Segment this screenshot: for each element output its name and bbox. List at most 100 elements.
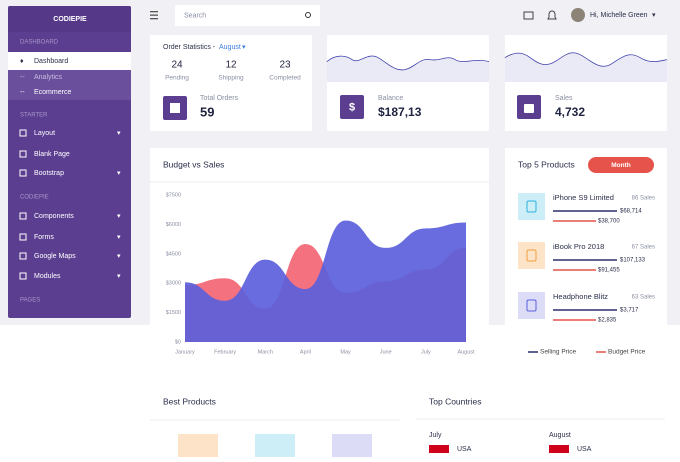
- x-tick-label: June: [380, 349, 392, 355]
- nav-icon: [19, 233, 27, 241]
- column-month: July: [429, 432, 442, 439]
- balance-icon: [340, 95, 364, 119]
- budget-value: $2,835: [598, 318, 617, 324]
- flag: [549, 445, 569, 453]
- product-thumb: [255, 434, 295, 462]
- x-tick-label: February: [214, 349, 236, 355]
- product-thumb: [332, 434, 372, 462]
- nav-icon: [19, 252, 27, 260]
- submenu: [8, 70, 131, 100]
- stat-value: 4,732: [555, 105, 585, 119]
- caret: ▾: [117, 213, 121, 220]
- product-sales: 86 Sales: [632, 196, 655, 202]
- search-icon[interactable]: [305, 12, 311, 18]
- nav-icon: [19, 212, 27, 220]
- bell-icon[interactable]: [547, 10, 557, 20]
- selling-value: $68,714: [620, 209, 642, 215]
- product-glyph: [526, 249, 537, 262]
- nav-active[interactable]: [8, 52, 131, 70]
- country: USA: [457, 446, 472, 453]
- month-button[interactable]: [588, 157, 654, 173]
- button-label[interactable]: Month: [611, 162, 631, 169]
- x-tick-label: May: [340, 349, 351, 355]
- nav-item[interactable]: Blank Page: [34, 151, 70, 158]
- x-tick-label: March: [258, 349, 273, 355]
- icon-glyph: [524, 104, 534, 113]
- x-tick-label: January: [175, 349, 195, 355]
- product-name: iPhone S9 Limited: [553, 193, 614, 202]
- section-label: STARTER: [20, 113, 48, 119]
- product-sales: 67 Sales: [632, 245, 655, 251]
- icon-glyph: [170, 103, 180, 113]
- y-tick-label: $6000: [166, 222, 181, 228]
- selling-value: $3,717: [620, 308, 639, 314]
- nav-item[interactable]: Components: [34, 213, 74, 220]
- caret: ▾: [117, 234, 121, 241]
- nav-icon: [19, 169, 27, 177]
- caret: ▾: [117, 170, 121, 177]
- submenu-dash: --: [20, 89, 25, 96]
- card-title: Order Statistics -: [163, 44, 216, 51]
- caret: ▾: [117, 130, 121, 137]
- nav-item[interactable]: Dashboard: [34, 58, 68, 65]
- product-thumb: [178, 434, 218, 462]
- nav-icon: [19, 272, 27, 280]
- budget-value: $38,700: [598, 219, 620, 225]
- product-glyph: [526, 200, 537, 213]
- sidebar-header: [8, 6, 131, 32]
- area-series: [185, 220, 466, 342]
- selling-value: $107,133: [620, 258, 646, 264]
- legend-label: Selling Price: [540, 349, 577, 356]
- section-label: CODIEPIE: [20, 195, 49, 201]
- user-name[interactable]: Hi, Michelle Green: [590, 12, 648, 19]
- stat-number: 23: [279, 60, 291, 71]
- nav-item[interactable]: Google Maps: [34, 253, 76, 260]
- caret: ▾: [117, 273, 121, 280]
- nav-icon: ♦: [20, 58, 24, 65]
- shape: 24 Pending 12 Shipping 23 Completed: [165, 60, 301, 82]
- stat-label: Completed: [269, 75, 301, 82]
- avatar[interactable]: [571, 8, 585, 22]
- stat-label: Balance: [378, 95, 403, 102]
- mail-icon[interactable]: [523, 11, 534, 20]
- product-glyph: [526, 299, 537, 312]
- stat-value: $187,13: [378, 105, 422, 119]
- product-icon: [518, 193, 545, 220]
- column-month: August: [549, 432, 571, 439]
- stat-label: Pending: [165, 75, 189, 82]
- y-tick-label: $7500: [166, 192, 181, 198]
- submenu-dash: --: [20, 74, 25, 81]
- nav-subitem[interactable]: Analytics: [34, 74, 63, 81]
- search-box[interactable]: [175, 5, 320, 26]
- shape: $0 $1500 $3000 $4500 $6000 $7500 January Februa…: [166, 192, 475, 355]
- stat-label: Sales: [555, 95, 573, 102]
- shape: iPhone S9 Limited 86 Sales $68,714$38,700 i…: [518, 193, 655, 324]
- product-icon: [518, 242, 545, 269]
- panel-title: Top 5 Products: [518, 159, 575, 169]
- y-tick-label: $4500: [166, 251, 181, 257]
- nav-item[interactable]: Bootstrap: [34, 170, 64, 177]
- month-select[interactable]: August: [219, 44, 241, 51]
- section-label: DASHBOARD: [20, 40, 59, 46]
- search-placeholder: Search: [184, 12, 206, 19]
- panel-title: Best Products: [163, 396, 216, 406]
- stat-number: 24: [171, 60, 183, 71]
- country: USA: [577, 446, 592, 453]
- legend-label: Budget Price: [608, 349, 646, 356]
- product-sales: 63 Sales: [632, 295, 655, 301]
- nav-item[interactable]: Modules: [34, 273, 61, 280]
- nav-icon: [19, 129, 27, 137]
- sparkline-area: [327, 56, 489, 82]
- budget-value: $91,455: [598, 268, 620, 274]
- x-tick-label: July: [421, 349, 431, 355]
- nav-item[interactable]: Layout: [34, 130, 55, 137]
- nav-subitem[interactable]: Ecommerce: [34, 89, 71, 96]
- y-tick-label: $3000: [166, 281, 181, 287]
- nav-item[interactable]: Forms: [34, 234, 54, 241]
- caret: ▾: [242, 44, 246, 51]
- product-name: Headphone Blitz: [553, 292, 608, 301]
- y-tick-label: $1500: [166, 310, 181, 316]
- menu-icon[interactable]: [150, 11, 158, 20]
- panel-title: Budget vs Sales: [163, 159, 224, 169]
- caret: ▾: [652, 12, 656, 19]
